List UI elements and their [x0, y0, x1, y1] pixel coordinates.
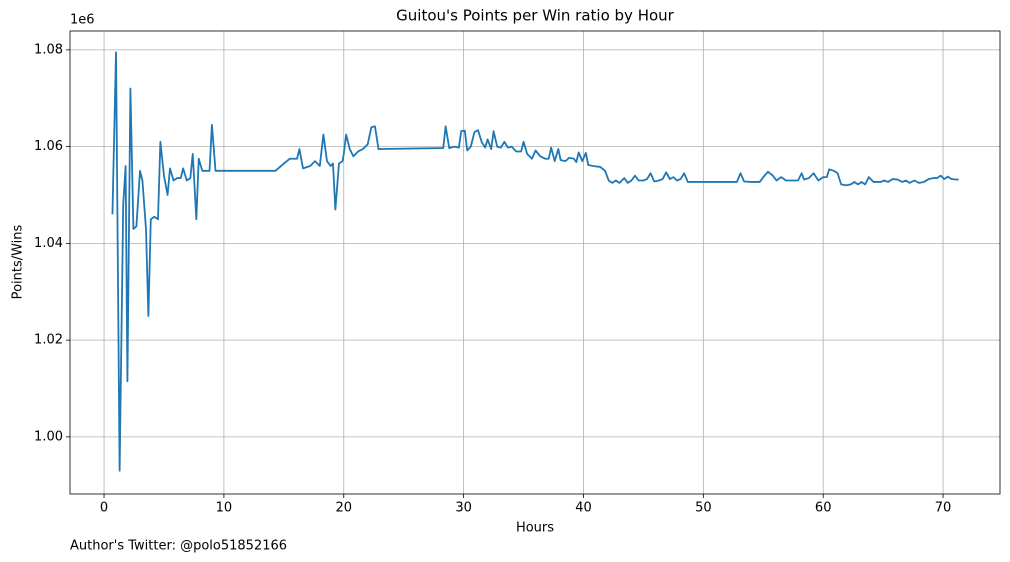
chart-title: Guitou's Points per Win ratio by Hour [396, 7, 675, 25]
y-tick-label: 1.04 [34, 236, 63, 251]
x-tick-label: 20 [335, 501, 352, 516]
y-tick-label: 1.00 [34, 429, 63, 444]
plot-frame [69, 30, 1001, 495]
y-tick-label: 1.06 [34, 139, 63, 154]
y-axis-label: Points/Wins [11, 224, 26, 299]
x-tick-label: 50 [695, 501, 712, 516]
x-axis-label: Hours [516, 521, 554, 536]
x-tick-label: 40 [575, 501, 592, 516]
x-tick-label: 60 [815, 501, 832, 516]
x-tick-label: 10 [216, 501, 233, 516]
y-tick-label: 1.08 [34, 42, 63, 57]
x-tick-label: 0 [100, 501, 108, 516]
x-tick-label: 70 [935, 501, 952, 516]
footnote: Author's Twitter: @polo51852166 [70, 539, 287, 554]
x-tick-label: 30 [455, 501, 472, 516]
y-offset-label: 1e6 [70, 13, 95, 28]
y-tick-label: 1.02 [34, 333, 63, 348]
data-line [111, 51, 959, 472]
